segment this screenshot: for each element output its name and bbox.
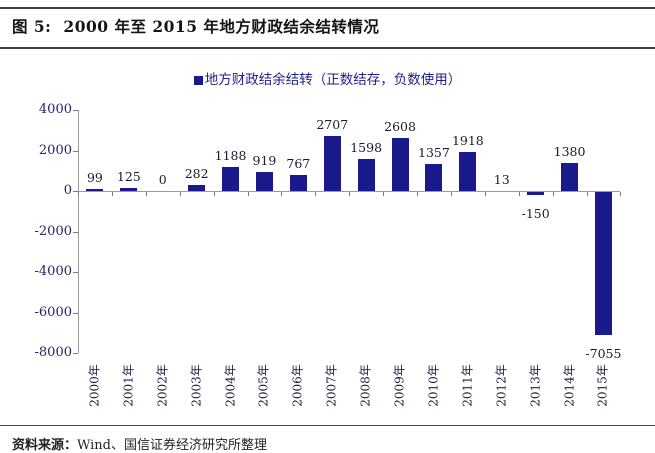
y-axis-tick — [73, 150, 78, 152]
title-divider — [0, 47, 655, 49]
x-axis-tick — [450, 192, 452, 196]
x-axis-tick — [315, 192, 317, 196]
x-axis-label: 2014年 — [562, 364, 577, 407]
x-axis-line — [78, 191, 621, 192]
bar — [222, 166, 240, 191]
y-axis-tick — [73, 353, 78, 354]
bar — [391, 138, 409, 192]
bar-value-label: 767 — [286, 156, 311, 172]
bar-value-label: 125 — [116, 169, 141, 185]
bar-value-label: 13 — [493, 171, 510, 187]
bar — [527, 192, 545, 195]
y-axis-label: -6000 — [34, 304, 72, 320]
source-text: Wind、国信证券经济研究所整理 — [77, 438, 268, 453]
bar — [289, 175, 307, 192]
x-axis-label: 2012年 — [494, 364, 509, 407]
source-note: 资料来源：Wind、国信证券经济研究所整理 — [12, 434, 267, 453]
x-axis-label: 2002年 — [155, 364, 170, 407]
bar — [323, 136, 341, 192]
y-axis-line — [78, 110, 79, 353]
x-axis-tick — [484, 192, 486, 196]
legend-label: 地方财政结余结转（正数结存，负数使用） — [204, 72, 462, 88]
x-axis-tick — [111, 192, 113, 196]
y-axis-label: -8000 — [34, 345, 72, 360]
x-axis-tick — [620, 192, 622, 196]
bar — [86, 188, 104, 191]
bar-value-label: 1357 — [418, 144, 450, 160]
chart-legend: 地方财政结余结转（正数结存，负数使用） — [0, 68, 655, 88]
y-axis-tick — [73, 110, 78, 111]
bar-value-label: 99 — [86, 169, 103, 185]
bar-value-label: 1598 — [350, 139, 383, 155]
x-axis-tick — [78, 192, 79, 196]
x-axis-label: 2000年 — [87, 364, 102, 407]
y-axis-tick — [73, 191, 78, 192]
x-axis-label: 2010年 — [426, 364, 441, 407]
bar-value-label: 1918 — [451, 133, 484, 149]
x-axis-label: 2013年 — [528, 364, 543, 407]
bar-value-label: 2608 — [384, 119, 416, 135]
x-axis-tick — [417, 192, 418, 196]
legend-marker-icon — [193, 76, 203, 85]
x-axis-label: 2004年 — [223, 364, 238, 407]
x-axis-tick — [145, 192, 147, 196]
bar-value-label: 2707 — [316, 117, 349, 133]
bar-value-label: 1380 — [553, 144, 586, 160]
x-axis-tick — [281, 192, 283, 196]
y-axis-label: -4000 — [34, 264, 72, 279]
y-axis-label: -2000 — [34, 223, 72, 239]
bar — [425, 163, 443, 191]
bar-value-label: 919 — [252, 153, 277, 169]
x-axis-tick — [586, 192, 588, 196]
x-axis-tick — [518, 192, 520, 196]
x-axis-tick — [552, 192, 554, 196]
x-axis-label: 2015年 — [595, 364, 610, 407]
y-axis-tick — [73, 272, 78, 273]
y-axis-label: 2000 — [38, 142, 72, 158]
x-axis-label: 2011年 — [460, 364, 475, 407]
bar-value-label: 1188 — [214, 147, 247, 163]
figure-title: 图 5: 2000 年至 2015 年地方财政结余结转情况 — [12, 15, 379, 37]
bar — [357, 158, 375, 191]
x-axis-tick — [247, 192, 249, 196]
y-axis-label: 0 — [63, 183, 72, 198]
bar — [459, 152, 477, 192]
bar — [561, 163, 579, 192]
bar — [255, 172, 273, 192]
x-axis-tick — [349, 192, 351, 196]
x-axis-label: 2008年 — [358, 364, 373, 407]
bar — [120, 188, 138, 192]
x-axis-tick — [179, 192, 181, 196]
x-axis-tick — [383, 192, 385, 196]
bar — [188, 185, 206, 192]
bar-value-label: 0 — [158, 172, 167, 187]
bar-value-label: -7055 — [585, 345, 622, 361]
x-axis-label: 2009年 — [392, 364, 407, 407]
y-axis-label: 4000 — [38, 102, 72, 117]
bar — [594, 192, 612, 335]
x-axis-label: 2003年 — [189, 364, 204, 407]
bar-value-label: 282 — [184, 166, 209, 182]
source-label: 资料来源： — [12, 438, 78, 453]
bar-value-label: -150 — [521, 206, 550, 222]
figure-title-text: 2000 年至 2015 年地方财政结余结转情况 — [63, 17, 380, 36]
x-axis-label: 2005年 — [256, 364, 271, 407]
top-rule — [0, 7, 655, 9]
x-axis-tick — [213, 192, 215, 196]
x-axis-label: 2001年 — [121, 364, 136, 407]
footer-rule — [0, 425, 655, 426]
y-axis-tick — [73, 231, 78, 233]
x-axis-label: 2006年 — [290, 364, 305, 407]
x-axis-label: 2007年 — [324, 364, 339, 407]
figure-number: 图 5: — [12, 17, 52, 36]
y-axis-tick — [73, 312, 78, 314]
